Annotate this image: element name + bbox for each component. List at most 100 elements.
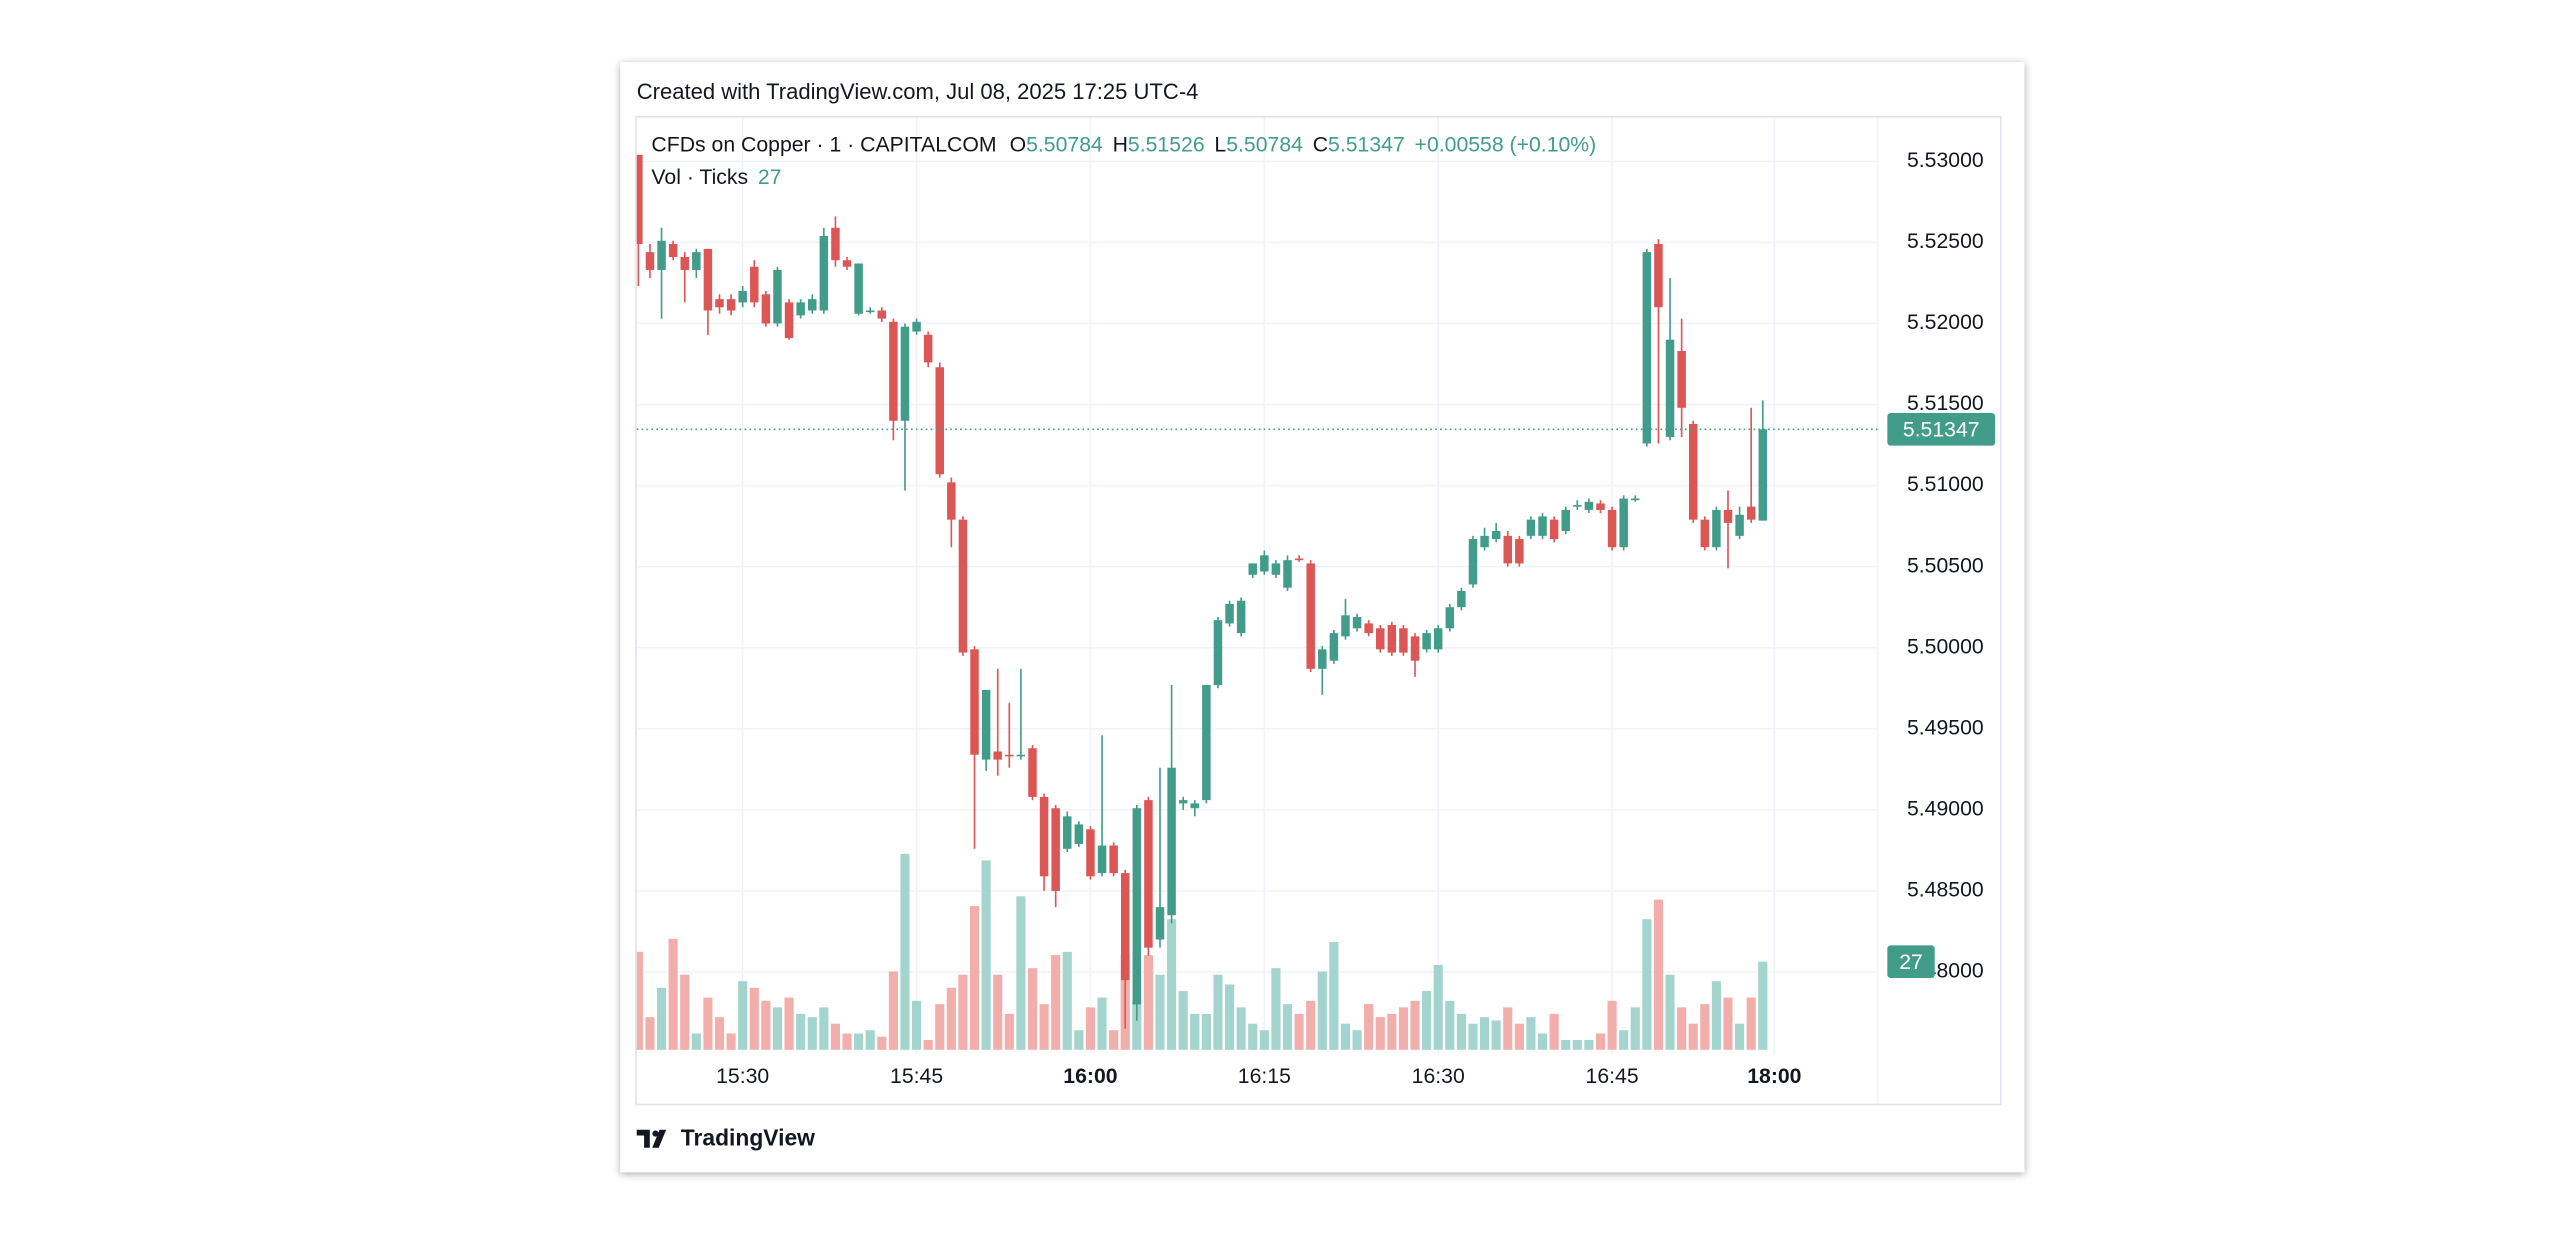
volume-bar bbox=[636, 951, 643, 1050]
candle-body bbox=[1688, 423, 1698, 520]
volume-bar bbox=[1735, 1023, 1745, 1050]
candle-body bbox=[865, 310, 875, 313]
candle-body bbox=[1236, 600, 1246, 634]
volume-bar bbox=[1723, 997, 1733, 1050]
volume-bar bbox=[1422, 991, 1432, 1050]
candle-body bbox=[1202, 685, 1211, 801]
volume-bar bbox=[1480, 1017, 1490, 1050]
volume-bar bbox=[761, 1000, 771, 1050]
volume-bar bbox=[1340, 1023, 1351, 1050]
volume-bar bbox=[1433, 964, 1443, 1050]
volume-bar bbox=[1074, 1030, 1084, 1050]
candle-body bbox=[1631, 498, 1640, 501]
candle-body bbox=[1677, 351, 1686, 408]
last-price-box bbox=[1887, 413, 1996, 446]
candle-body bbox=[1039, 796, 1049, 877]
candle-body bbox=[645, 252, 655, 270]
candle-body bbox=[923, 334, 933, 363]
candle-body bbox=[1538, 516, 1547, 536]
y-tick-label: 5.49500 bbox=[1907, 716, 1984, 739]
volume-bar bbox=[1167, 919, 1177, 1050]
volume-bar bbox=[784, 997, 794, 1050]
ohlc-value: 5.50784 bbox=[1026, 133, 1103, 156]
candle-body bbox=[1213, 620, 1223, 686]
volume-bar bbox=[946, 987, 956, 1050]
candle-body bbox=[1433, 628, 1443, 650]
volume-bar bbox=[1306, 1000, 1316, 1050]
candle-body bbox=[1260, 555, 1269, 572]
candle-body bbox=[1468, 539, 1478, 585]
candle-body bbox=[1515, 539, 1524, 564]
ohlc-value: 5.51347 bbox=[1328, 133, 1405, 156]
candle-body bbox=[1271, 563, 1281, 575]
volume-bar bbox=[1004, 1013, 1014, 1050]
candle-body bbox=[1422, 633, 1431, 650]
candle-body bbox=[1120, 873, 1130, 981]
candle-body bbox=[1005, 754, 1014, 757]
candle-body bbox=[970, 649, 979, 755]
candle-body bbox=[1028, 748, 1037, 797]
candle-body bbox=[1225, 603, 1234, 624]
x-tick-label: 15:45 bbox=[890, 1065, 943, 1088]
candle-body bbox=[784, 302, 794, 339]
credit: Created with TradingView.com, Jul 08, 20… bbox=[637, 79, 1199, 104]
candle-body bbox=[1352, 616, 1362, 629]
candle-body bbox=[1016, 754, 1026, 757]
candle-body bbox=[1155, 907, 1165, 940]
candle-body bbox=[993, 751, 1002, 760]
candle-body bbox=[1723, 509, 1733, 523]
candle-body bbox=[796, 302, 805, 316]
volume-bar bbox=[1097, 997, 1107, 1050]
candle-body bbox=[773, 269, 782, 324]
volume-bar bbox=[842, 1033, 852, 1050]
candle-body bbox=[1109, 845, 1118, 874]
volume-bar bbox=[1085, 1007, 1096, 1050]
y-tick-label: 5.51500 bbox=[1907, 392, 1984, 415]
volume-bar bbox=[1410, 1000, 1420, 1050]
candle-body bbox=[761, 294, 771, 324]
x-tick-label: 16:45 bbox=[1586, 1065, 1639, 1088]
volume-label: Vol · Ticks bbox=[651, 166, 748, 189]
candle-body bbox=[981, 689, 991, 760]
volume-bar bbox=[1456, 1013, 1466, 1050]
volume-bar bbox=[1746, 997, 1756, 1050]
ohlc-label: L bbox=[1214, 133, 1226, 156]
ohlc-label: O bbox=[1010, 133, 1027, 156]
volume-bar bbox=[1155, 974, 1165, 1050]
candle-body bbox=[1746, 506, 1756, 520]
candle-body bbox=[808, 299, 817, 311]
volume-bar bbox=[1607, 1000, 1617, 1050]
legend-line: CFDs on Copper · 1 · CAPITALCOM O5.50784 H… bbox=[651, 133, 1596, 156]
volume-bar bbox=[865, 1030, 875, 1050]
volume-bar bbox=[1700, 1004, 1710, 1050]
volume-bar bbox=[1445, 1000, 1455, 1050]
volume-bar bbox=[749, 987, 759, 1050]
change: +0.00558 (+0.10%) bbox=[1415, 133, 1597, 156]
candle-body bbox=[1376, 628, 1385, 650]
candle-body bbox=[1480, 535, 1489, 548]
candle-body bbox=[726, 299, 736, 311]
volume-bar bbox=[1514, 1023, 1524, 1050]
volume-bar bbox=[1027, 968, 1038, 1050]
candle-body bbox=[692, 252, 701, 270]
volume-bar bbox=[1190, 1013, 1200, 1050]
volume-bar bbox=[1584, 1040, 1594, 1050]
volume-bar bbox=[1352, 1030, 1362, 1050]
y-tick-label: 5.52500 bbox=[1907, 230, 1984, 253]
volume-bar bbox=[1537, 1033, 1548, 1050]
candle-body bbox=[680, 256, 689, 270]
candle-body bbox=[1086, 829, 1095, 877]
y-tick-label: 5.53000 bbox=[1907, 149, 1984, 172]
volume-bar bbox=[1561, 1040, 1571, 1050]
volume-bar bbox=[1375, 1017, 1385, 1050]
ohlc-label: C bbox=[1313, 133, 1328, 156]
volume-bar bbox=[1653, 899, 1664, 1050]
candle-body bbox=[935, 367, 944, 475]
volume-bar bbox=[900, 853, 910, 1050]
volume-bar bbox=[1595, 1033, 1606, 1050]
volume-bar bbox=[1178, 991, 1188, 1050]
candle-body bbox=[1491, 530, 1501, 540]
volume-bar bbox=[1109, 1030, 1119, 1050]
candle-body bbox=[1329, 633, 1339, 661]
